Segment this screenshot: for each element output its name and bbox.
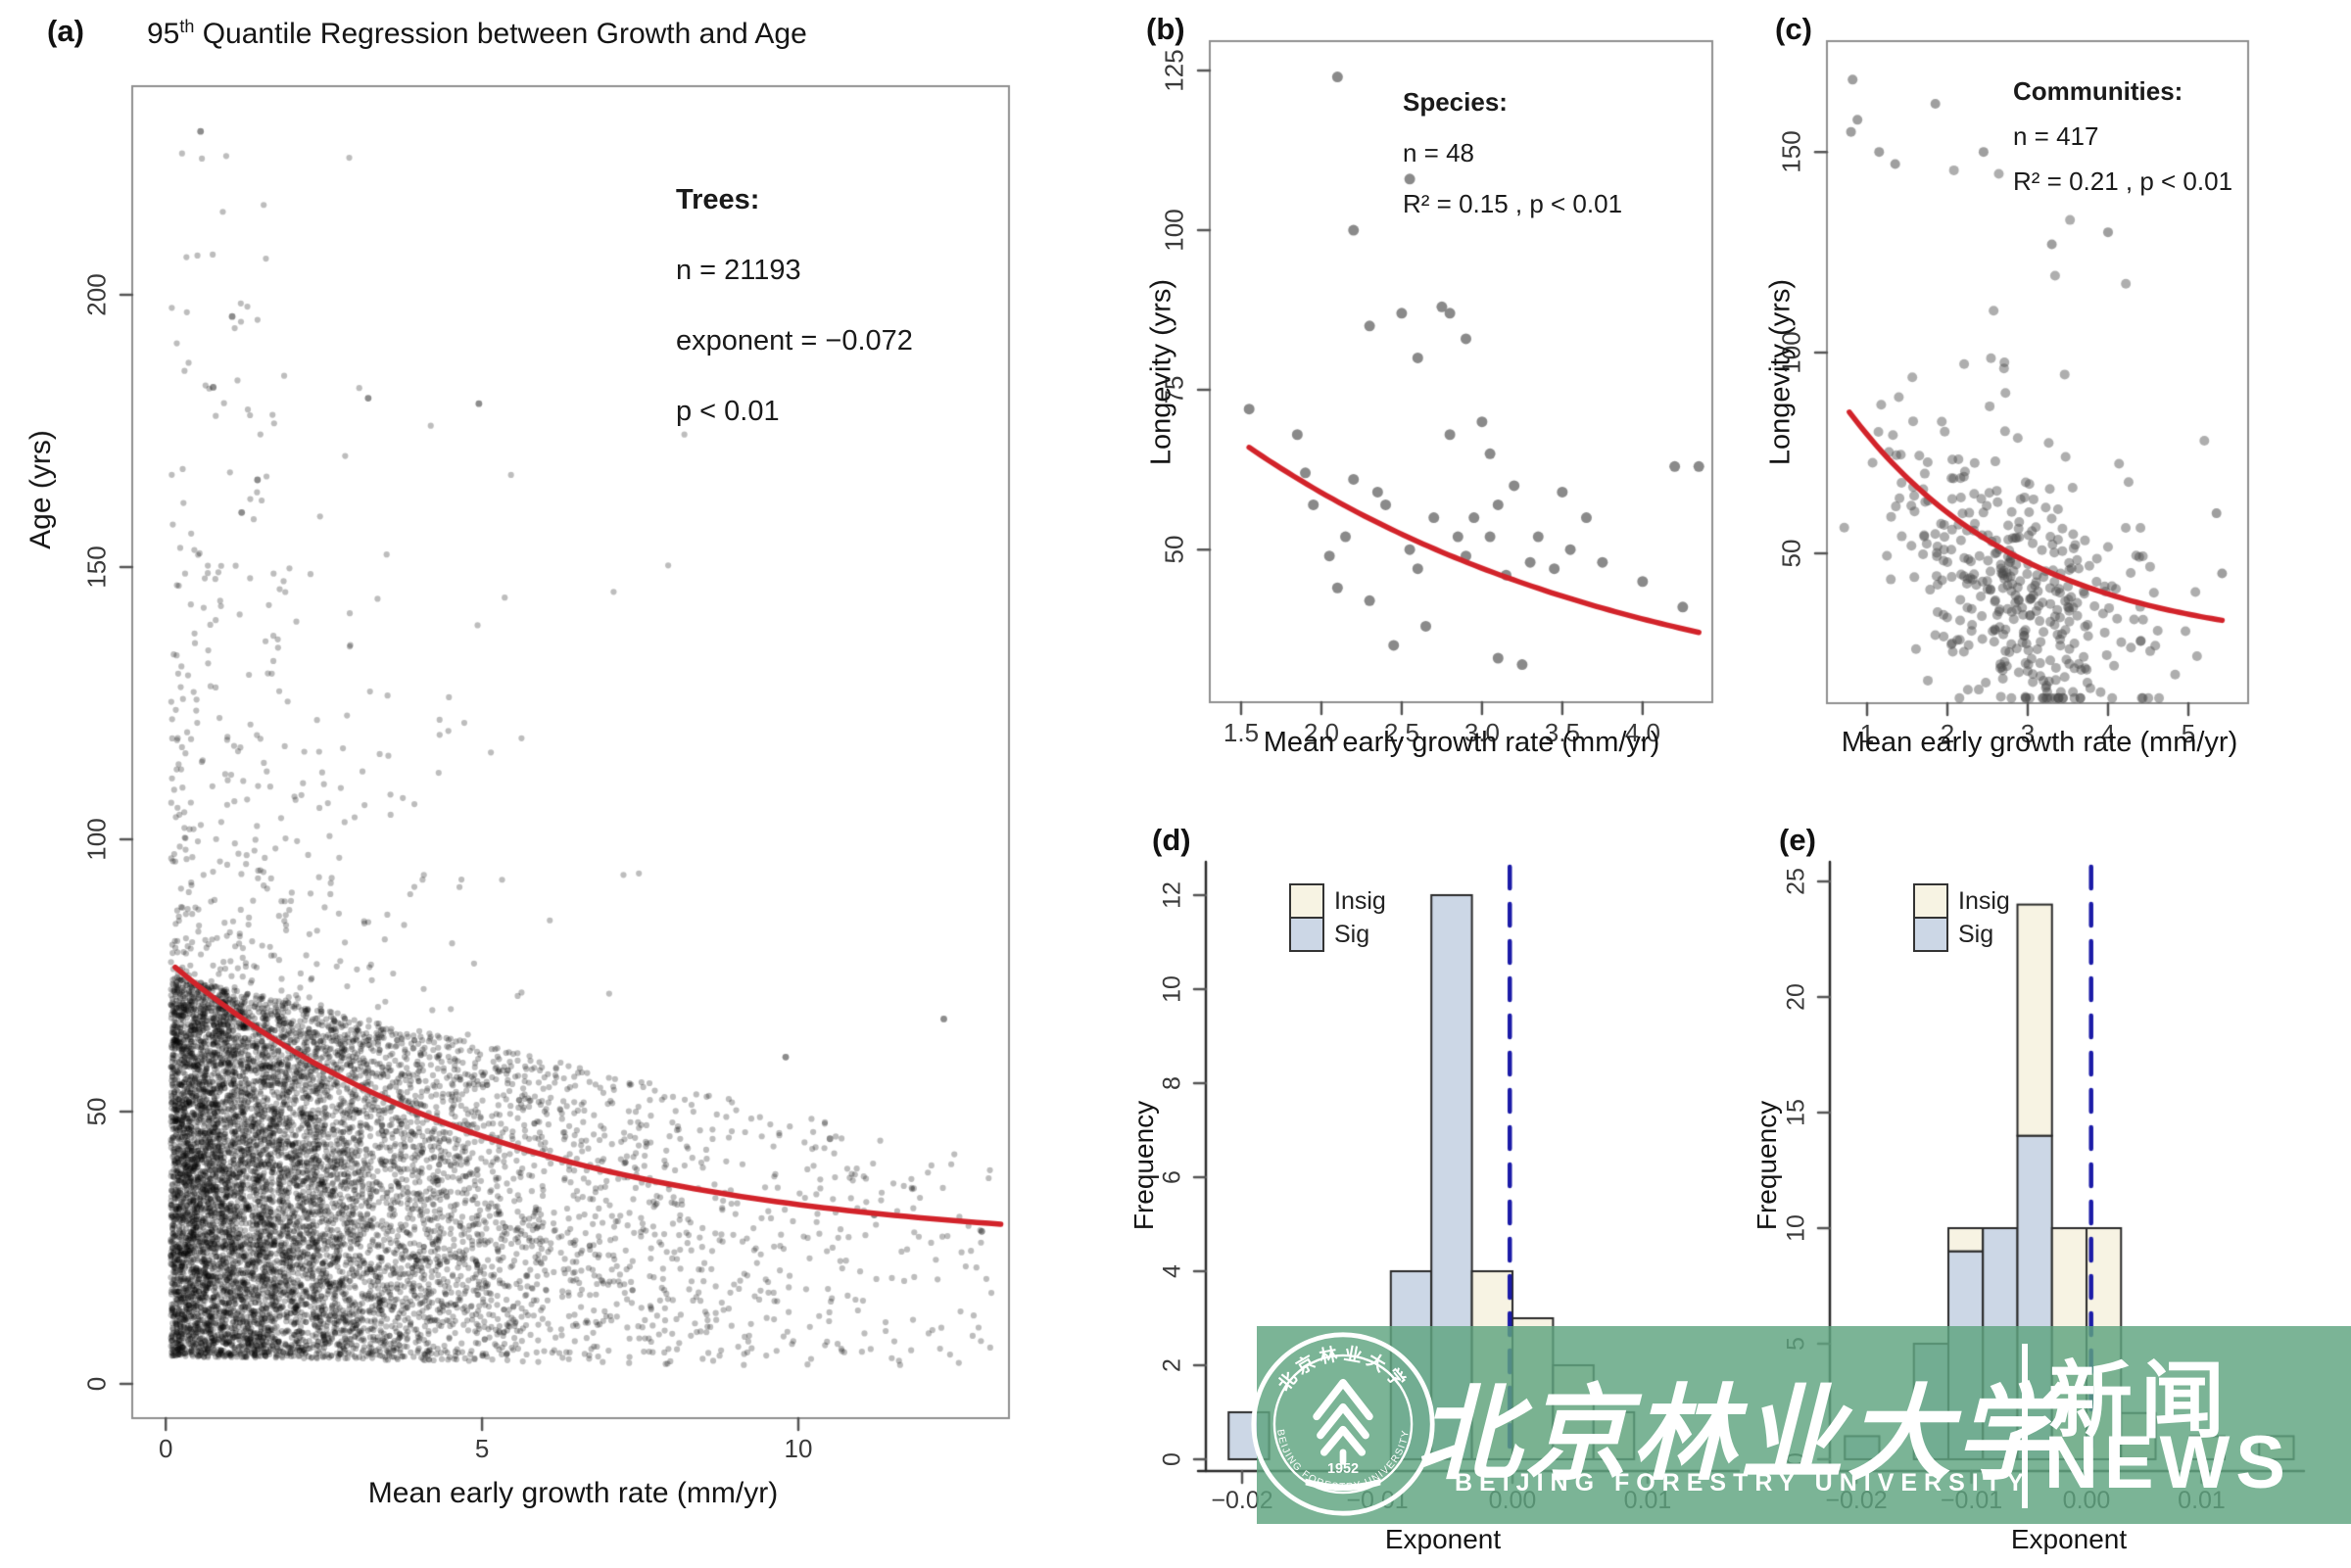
- y-tick-label: 50: [1159, 535, 1189, 564]
- y-tick-label: 2: [1158, 1358, 1186, 1372]
- panel-d-letter: (d): [1152, 823, 1191, 857]
- y-tick-label: 100: [81, 818, 112, 861]
- legend-item-insig: Insig: [1289, 883, 1386, 919]
- stats-line: n = 21193: [676, 255, 801, 286]
- stats-line: n = 48: [1403, 138, 1475, 167]
- y-tick-label: 12: [1158, 881, 1186, 909]
- university-name-english: BEIJING FORESTRY UNIVERSITY: [1455, 1469, 2031, 1497]
- sig-swatch: [1289, 917, 1324, 952]
- x-tick-label: 2: [1940, 719, 1955, 748]
- legend-item-sig: Sig: [1913, 917, 2010, 952]
- panel-a-title: 95th Quantile Regression between Growth …: [147, 17, 807, 51]
- x-tick-label: 1.5: [1223, 718, 1260, 747]
- news-label-english: NEWS: [2044, 1421, 2291, 1504]
- x-tick-label: 0: [158, 1434, 173, 1463]
- panel-d-legend: Insig Sig: [1289, 883, 1386, 952]
- stats-line: R² = 0.21 , p < 0.01: [2013, 166, 2233, 196]
- y-tick-label: 15: [1782, 1099, 1810, 1126]
- university-seal-logo: 北京林业大学 BEIJING FORESTRY UNIVERSITY 1952: [1251, 1332, 1435, 1516]
- watermark-banner: 北京林业大学 BEIJING FORESTRY UNIVERSITY 1952 …: [1251, 1326, 2351, 1524]
- legend-item-sig: Sig: [1289, 917, 1386, 952]
- stats-line: R² = 0.15 , p < 0.01: [1403, 189, 1623, 218]
- y-tick-label: 8: [1158, 1076, 1186, 1090]
- title-superscript: th: [179, 17, 195, 36]
- insig-swatch: [1289, 883, 1324, 919]
- y-tick-label: 10: [1782, 1214, 1810, 1242]
- x-tick-label: 3.0: [1463, 718, 1500, 747]
- title-rest: Quantile Regression between Growth and A…: [194, 18, 807, 50]
- insig-swatch: [1913, 883, 1948, 919]
- news-label-chinese: 新闻: [2048, 1353, 2232, 1450]
- legend-label: Sig: [1334, 920, 1370, 948]
- stats-line: exponent = −0.072: [676, 325, 913, 356]
- panel-e-xlabel: Exponent: [2010, 1524, 2128, 1554]
- y-tick-label: 125: [1159, 49, 1189, 92]
- legend-label: Insig: [1334, 886, 1386, 915]
- panel-b-ylabel: Longevity (yrs): [1145, 278, 1177, 466]
- x-tick-label: 3: [2020, 719, 2036, 748]
- panel-e-ylabel: Frequency: [1751, 1100, 1782, 1231]
- panel-c-letter: (c): [1775, 12, 1812, 46]
- panel-e-legend: Insig Sig: [1913, 883, 2010, 952]
- banner-divider: [2022, 1344, 2028, 1508]
- stats-heading: Species:: [1403, 87, 1508, 117]
- panel-b-letter: (b): [1146, 12, 1185, 46]
- y-tick-label: 20: [1782, 983, 1810, 1011]
- y-tick-label: 10: [1158, 975, 1186, 1003]
- university-name-chinese: 北京林业大学: [1416, 1372, 2063, 1495]
- x-tick-label: 5: [474, 1434, 490, 1463]
- x-tick-label: 4.0: [1624, 718, 1660, 747]
- stats-line: p < 0.01: [676, 396, 780, 427]
- y-tick-label: 0: [81, 1376, 112, 1392]
- panel-a-letter: (a): [47, 14, 84, 48]
- x-tick-label: 1: [1859, 719, 1875, 748]
- x-tick-label: 3.5: [1544, 718, 1580, 747]
- panel-a-ylabel: Age (yrs): [24, 430, 57, 549]
- panel-d-xlabel: Exponent: [1384, 1524, 1502, 1554]
- x-tick-label: 5: [2181, 719, 2196, 748]
- x-tick-label: 10: [784, 1434, 813, 1463]
- y-tick-label: 6: [1158, 1170, 1186, 1184]
- title-prefix: 95: [147, 18, 180, 50]
- stats-heading: Trees:: [676, 184, 760, 215]
- y-tick-label: 100: [1159, 209, 1189, 252]
- legend-label: Insig: [1958, 886, 2010, 915]
- sig-swatch: [1913, 917, 1948, 952]
- panel-c-stats: Communities: n = 417 R² = 0.21 , p < 0.0…: [2013, 69, 2232, 204]
- panel-c-xlabel: Mean early growth rate (mm/yr): [1841, 727, 2238, 758]
- panel-c-ylabel: Longevity (yrs): [1764, 278, 1797, 466]
- x-tick-label: 2.5: [1383, 718, 1419, 747]
- y-tick-label: 25: [1782, 868, 1810, 895]
- legend-label: Sig: [1958, 920, 1994, 948]
- y-tick-label: 200: [81, 273, 112, 316]
- panel-a-xlabel: Mean early growth rate (mm/yr): [367, 1477, 779, 1509]
- panel-e-letter: (e): [1779, 823, 1816, 857]
- x-tick-label: 2.0: [1303, 718, 1340, 747]
- y-tick-label: 50: [1776, 539, 1806, 568]
- y-tick-label: 0: [1158, 1452, 1186, 1466]
- panel-d-ylabel: Frequency: [1128, 1100, 1159, 1231]
- y-tick-label: 4: [1158, 1264, 1186, 1278]
- legend-item-insig: Insig: [1913, 883, 2010, 919]
- stats-heading: Communities:: [2013, 76, 2183, 106]
- panel-b-xlabel: Mean early growth rate (mm/yr): [1263, 727, 1660, 758]
- x-tick-label: 4: [2100, 719, 2116, 748]
- stats-line: n = 417: [2013, 121, 2099, 151]
- panel-b-stats: Species: n = 48 R² = 0.15 , p < 0.01: [1403, 76, 1622, 229]
- y-tick-label: 150: [1776, 130, 1806, 173]
- y-tick-label: 50: [81, 1097, 112, 1126]
- seal-year: 1952: [1327, 1461, 1359, 1477]
- y-tick-label: 150: [81, 546, 112, 589]
- seal-tree-icon: [1313, 1378, 1373, 1465]
- panel-a-stats: Trees: n = 21193 exponent = −0.072 p < 0…: [676, 165, 913, 447]
- seal-book-icon: [1305, 1478, 1381, 1492]
